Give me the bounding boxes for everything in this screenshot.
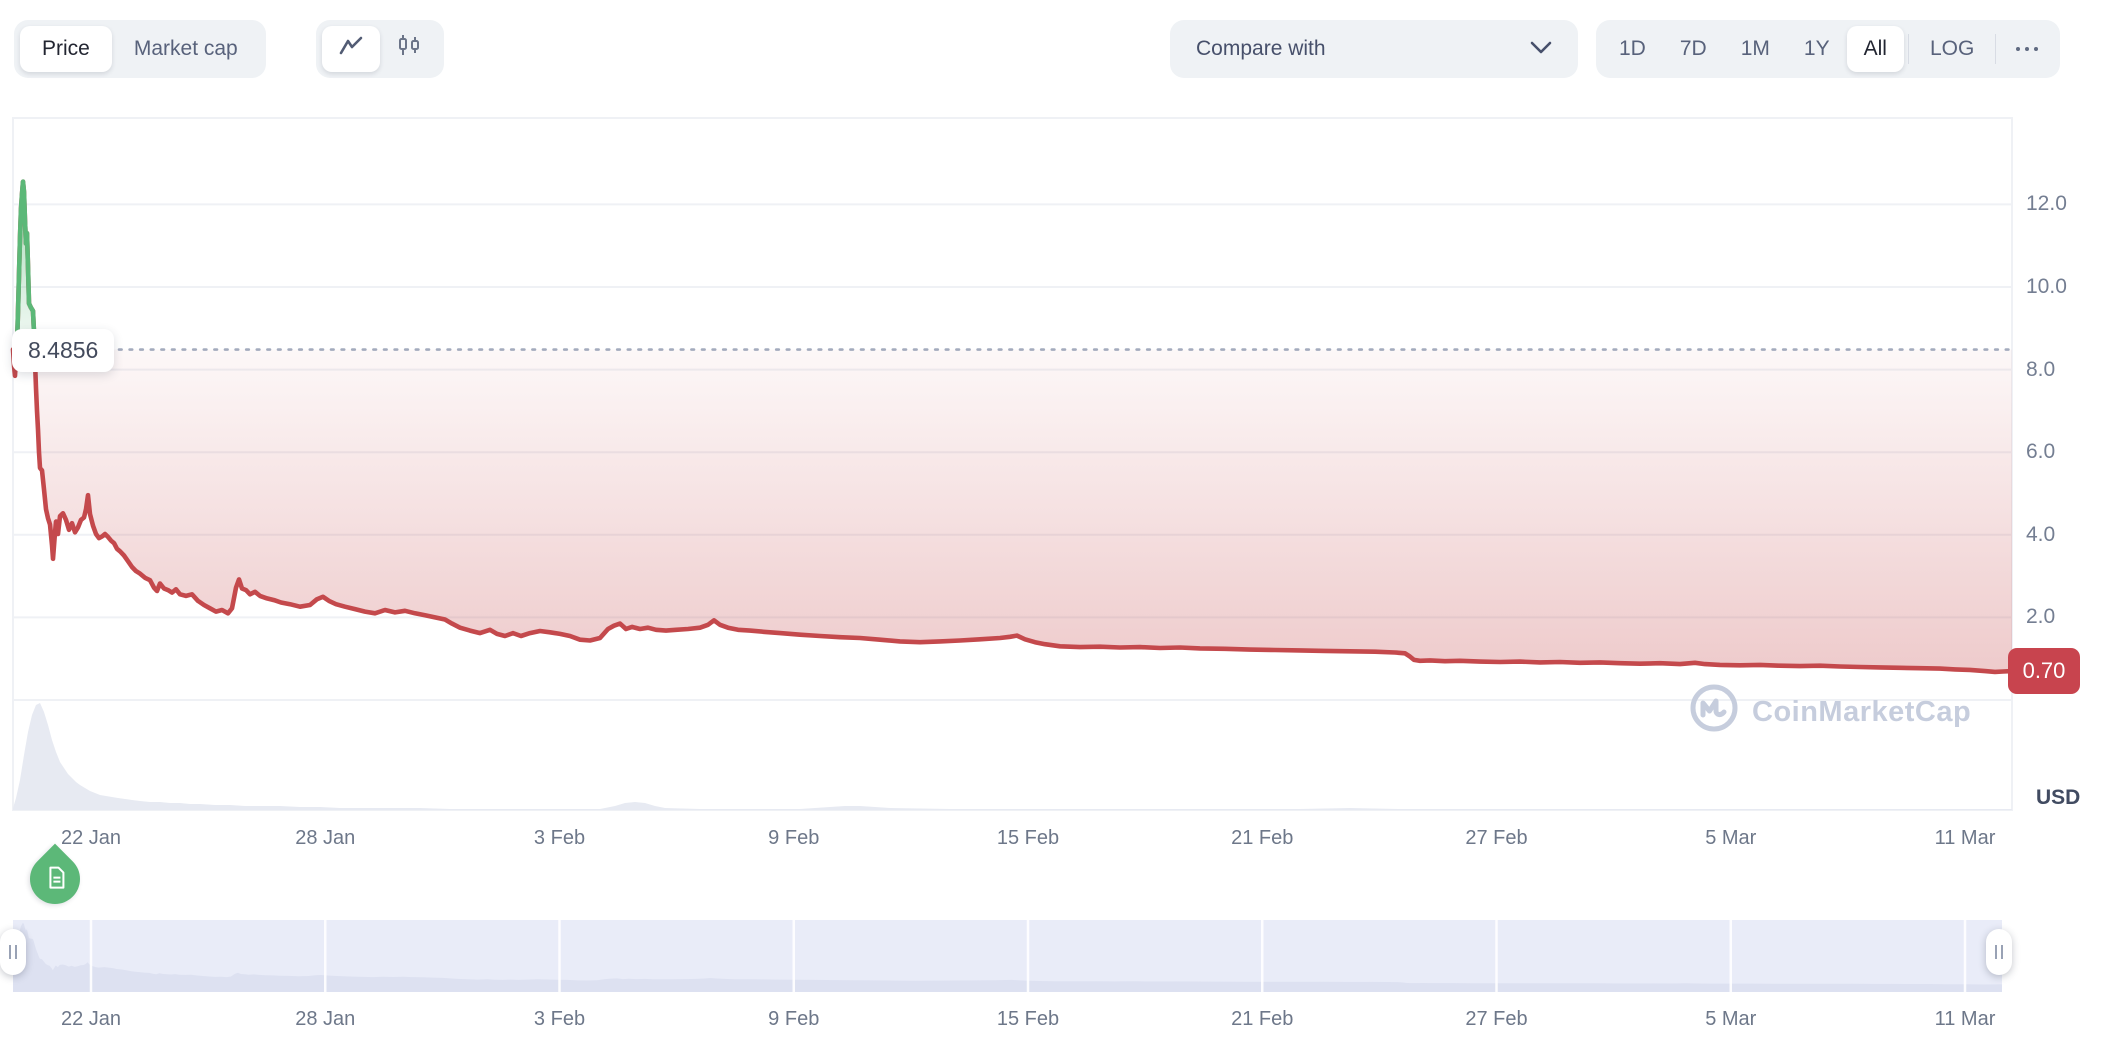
chart-type-candlestick-button[interactable] (380, 26, 438, 72)
x-tick-label: 11 Mar (1934, 1008, 1996, 1030)
range-all-button[interactable]: All (1846, 26, 1904, 72)
x-tick-label: 22 Jan (60, 827, 122, 849)
x-tick-label: 28 Jan (295, 1008, 356, 1030)
x-tick-label: 5 Mar (1705, 827, 1757, 849)
tab-market-cap[interactable]: Market cap (133, 37, 238, 60)
y-tick-label: 6.0 (2026, 440, 2056, 464)
x-tick-label: 9 Feb (768, 827, 820, 849)
compare-with-dropdown[interactable]: Compare with (1170, 20, 1578, 78)
document-icon (36, 860, 73, 897)
currency-label: USD (2036, 786, 2081, 809)
candlestick-icon (396, 33, 422, 65)
divider (1907, 34, 1909, 64)
x-tick-label: 15 Feb (996, 1008, 1060, 1030)
x-tick-label: 15 Feb (996, 827, 1060, 849)
ellipsis-icon (2016, 47, 2039, 51)
tab-price[interactable]: Price (20, 26, 112, 72)
brush-mini-chart (13, 922, 2002, 992)
watermark: CoinMarketCap (1688, 682, 1971, 742)
watermark-text: CoinMarketCap (1752, 695, 1972, 728)
last-price-badge: 0.70 (2008, 648, 2080, 694)
x-tick-label: 27 Feb (1465, 827, 1528, 849)
chart-type-line-button[interactable] (322, 26, 380, 72)
news-event-marker[interactable] (19, 843, 91, 915)
range-7d-button[interactable]: 7D (1679, 37, 1707, 60)
y-tick-label: 2.0 (2026, 605, 2056, 629)
range-1d-button[interactable]: 1D (1619, 37, 1646, 60)
x-tick-label: 21 Feb (1231, 827, 1294, 849)
x-tick-label: 5 Mar (1705, 1008, 1757, 1030)
x-tick-label: 27 Feb (1465, 1008, 1528, 1030)
price-line[interactable] (10, 179, 2015, 675)
chart-type-toggle (316, 20, 444, 78)
compare-with-label: Compare with (1196, 37, 1326, 60)
x-tick-label: 11 Mar (1934, 827, 1996, 849)
x-tick-label: 28 Jan (295, 827, 356, 849)
brush-left-handle[interactable] (0, 929, 26, 975)
baseline-price-label: 8.4856 (12, 329, 115, 372)
log-scale-button[interactable]: LOG (1929, 37, 1975, 60)
x-tick-label: 22 Jan (60, 1008, 122, 1030)
divider (1995, 34, 1997, 64)
chevron-down-icon (1530, 37, 1552, 61)
brush-right-handle[interactable] (1986, 929, 2012, 975)
line-chart-icon (338, 35, 364, 63)
range-1m-button[interactable]: 1M (1740, 37, 1770, 60)
y-tick-label: 12.0 (2026, 192, 2067, 216)
y-tick-label: 10.0 (2026, 275, 2067, 298)
x-tick-label: 3 Feb (533, 1008, 586, 1030)
time-range-toggle: 1D 7D 1M 1Y All LOG (1596, 20, 2061, 78)
price-area-below-baseline (13, 349, 2012, 672)
metric-toggle: Price Market cap (14, 20, 266, 78)
x-tick-label: 9 Feb (768, 1008, 820, 1030)
x-tick-label: 3 Feb (533, 827, 586, 849)
more-options-button[interactable] (2000, 26, 2054, 72)
x-tick-label: 21 Feb (1231, 1008, 1294, 1030)
coinmarketcap-logo-icon (1688, 682, 1740, 742)
y-tick-label: 4.0 (2026, 522, 2056, 546)
y-tick-label: 8.0 (2026, 357, 2056, 381)
range-1y-button[interactable]: 1Y (1803, 37, 1830, 60)
